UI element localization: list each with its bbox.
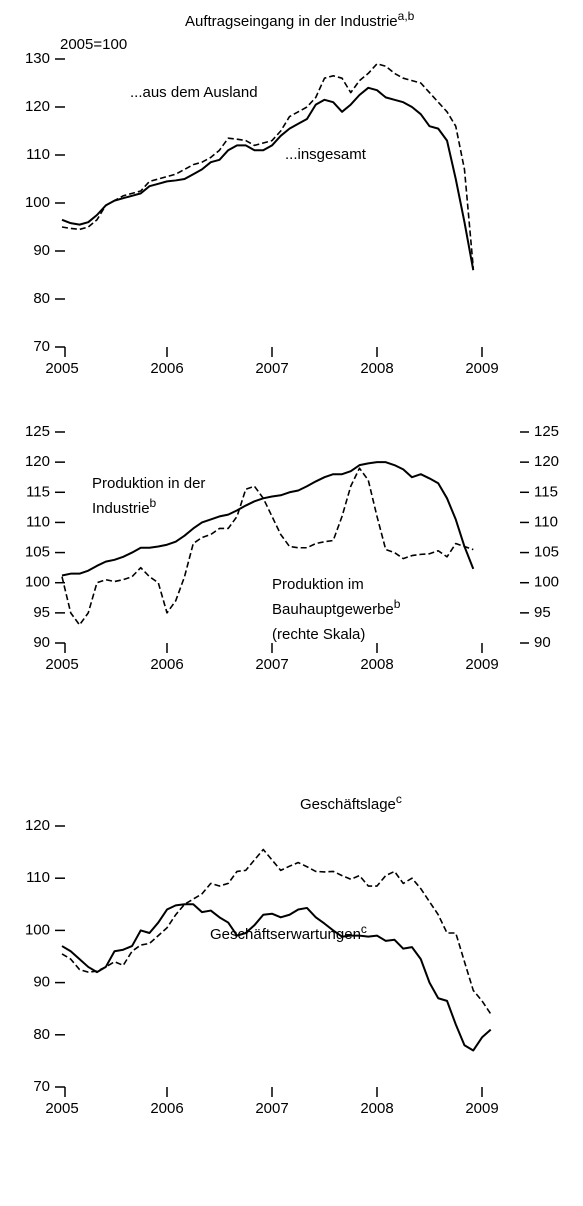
x-tick-label: 2006 (150, 360, 183, 377)
annotation: Geschäftserwartungenc (210, 922, 367, 943)
dashed-line (61, 63, 475, 268)
annotation-text: ...aus dem Ausland (130, 84, 258, 101)
x-tick-label: 2009 (465, 360, 498, 377)
dashed-line (61, 848, 492, 1015)
annotation: Produktion im (272, 576, 364, 593)
y-tick-label: 90 (33, 974, 50, 991)
chart-title-text: Auftragseingang in der Industrie (185, 13, 398, 30)
x-tick-label: 2009 (465, 1100, 498, 1117)
y-tick-label: 95 (33, 604, 50, 621)
y-tick-label: 110 (26, 146, 50, 163)
y2-tick-label: 125 (534, 423, 559, 440)
chart-title-sup: a,b (398, 9, 415, 23)
annotation-text: Bauhauptgewerbe (272, 601, 394, 618)
annotation-text: Produktion in der (92, 475, 205, 492)
y-tick-label: 120 (25, 817, 50, 834)
x-tick-label: 2007 (255, 1100, 288, 1117)
y-tick-label: 125 (25, 423, 50, 440)
y-tick-label: 80 (33, 1026, 50, 1043)
solid-line (61, 461, 475, 577)
y2-tick-label: 115 (534, 483, 558, 500)
x-tick-label: 2007 (255, 656, 288, 673)
x-tick-label: 2008 (360, 360, 393, 377)
x-tick-label: 2005 (45, 656, 78, 673)
x-tick-label: 2005 (45, 1100, 78, 1117)
y2-tick-label: 100 (534, 574, 559, 591)
y2-tick-label: 120 (534, 453, 559, 470)
y-tick-label: 80 (33, 290, 50, 307)
y-tick-label: 100 (25, 194, 50, 211)
y2-tick-label: 90 (534, 634, 551, 651)
annotation: Geschäftslagec (300, 792, 402, 813)
x-tick-label: 2007 (255, 360, 288, 377)
annotation-text: (rechte Skala) (272, 626, 365, 643)
y-tick-label: 90 (33, 634, 50, 651)
annotation: ...aus dem Ausland (130, 84, 258, 101)
annotation-sup: c (396, 792, 402, 806)
y-tick-label: 120 (25, 98, 50, 115)
y-tick-label: 100 (25, 921, 50, 938)
unit-label: 2005=100 (60, 36, 127, 53)
annotation-text: Industrie (92, 500, 150, 517)
x-tick-label: 2008 (360, 1100, 393, 1117)
y-tick-label: 70 (33, 338, 50, 355)
annotation-sup: c (361, 922, 367, 936)
y-tick-label: 110 (26, 513, 50, 530)
annotation-sup: b (150, 496, 157, 510)
y2-tick-label: 95 (534, 604, 551, 621)
dashed-line (61, 467, 474, 626)
x-tick-label: 2005 (45, 360, 78, 377)
y-tick-label: 130 (25, 50, 50, 67)
annotation: ...insgesamt (285, 146, 367, 163)
y-tick-label: 110 (26, 869, 50, 886)
annotation-text: Produktion im (272, 576, 364, 593)
y-tick-label: 70 (33, 1078, 50, 1095)
x-tick-label: 2006 (150, 1100, 183, 1117)
y2-tick-label: 110 (534, 513, 558, 530)
x-tick-label: 2008 (360, 656, 393, 673)
y-tick-label: 115 (26, 483, 50, 500)
chart-title: Auftragseingang in der Industriea,b (185, 9, 415, 30)
y-tick-label: 105 (25, 544, 50, 561)
annotation: (rechte Skala) (272, 626, 365, 643)
annotation: Produktion in der (92, 475, 205, 492)
solid-line (61, 86, 475, 271)
solid-line (61, 903, 492, 1052)
annotation-text: Geschäftserwartungen (210, 926, 361, 943)
annotation: Industrieb (92, 496, 157, 517)
y-tick-label: 120 (25, 453, 50, 470)
x-tick-label: 2009 (465, 656, 498, 673)
annotation: Bauhauptgewerbeb (272, 597, 401, 618)
annotation-sup: b (394, 597, 401, 611)
annotation-text: Geschäftslage (300, 796, 396, 813)
y-tick-label: 100 (25, 574, 50, 591)
y2-tick-label: 105 (534, 544, 559, 561)
y-tick-label: 90 (33, 242, 50, 259)
annotation-text: ...insgesamt (285, 146, 367, 163)
x-tick-label: 2006 (150, 656, 183, 673)
